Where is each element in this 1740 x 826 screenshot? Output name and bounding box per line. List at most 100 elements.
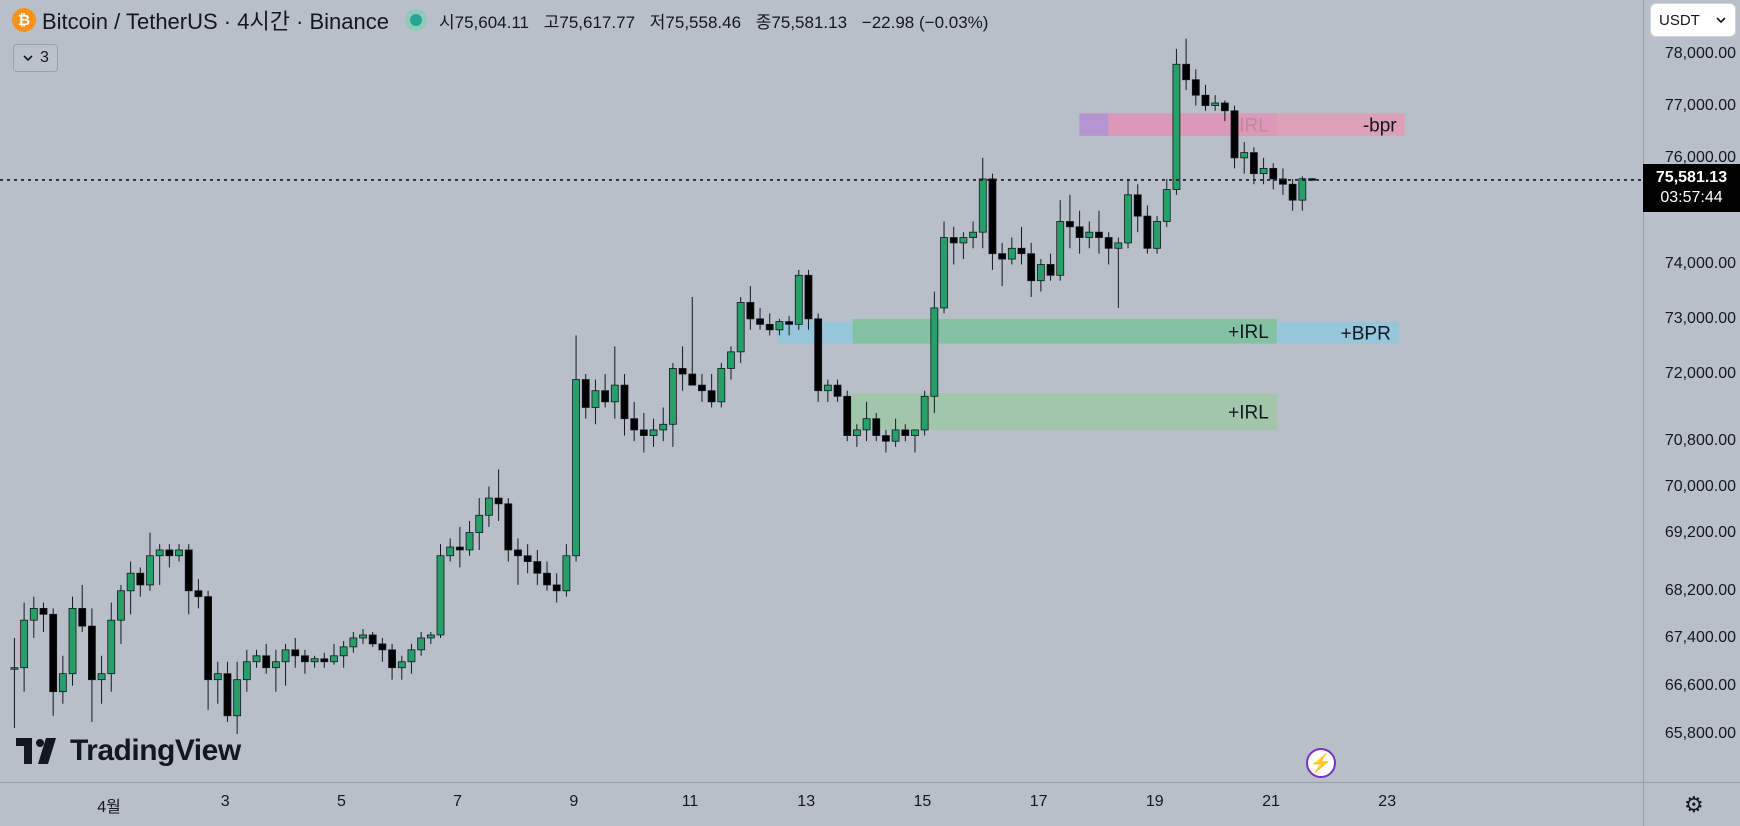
open-label: 시 xyxy=(439,12,455,32)
candle-body xyxy=(736,302,745,353)
chart-svg[interactable]: -IRL-bpr+BPR+IRL+IRL xyxy=(0,0,1643,782)
candle-body xyxy=(88,625,96,681)
candle-body xyxy=(281,649,290,663)
candle-body xyxy=(1085,231,1094,238)
price-tick-label: 78,000.00 xyxy=(1664,45,1736,62)
settings-icon[interactable]: ⚙ xyxy=(1684,792,1704,817)
price-tick-label: 70,000.00 xyxy=(1664,477,1736,495)
zone-label: +IRL xyxy=(1228,322,1269,343)
candle-body xyxy=(669,368,677,425)
price-axis[interactable]: 78,000.00 77,000.00 76,000.00 74,000.00 73,0… xyxy=(1643,0,1740,782)
candle-body xyxy=(1104,237,1113,249)
candle-body xyxy=(204,596,213,681)
candle-body xyxy=(397,661,406,669)
candle-body xyxy=(407,649,416,663)
candle-body xyxy=(785,321,793,325)
candle-body xyxy=(688,373,697,386)
candle-body xyxy=(252,655,261,663)
candle-body xyxy=(804,274,813,320)
candle-body xyxy=(649,429,658,436)
candle-body xyxy=(572,379,580,557)
candle-body xyxy=(465,532,474,551)
time-tick-label: 23 xyxy=(1378,793,1397,810)
candle-body xyxy=(436,555,445,636)
candle-body xyxy=(901,429,910,436)
candle-body xyxy=(852,429,861,436)
high-value: 75,617.77 xyxy=(559,12,636,32)
time-tick-label: 9 xyxy=(569,793,579,810)
candle-body xyxy=(20,619,29,669)
market-status-icon[interactable] xyxy=(405,9,427,31)
time-tick-label: 13 xyxy=(797,793,816,810)
candle-body xyxy=(765,323,774,331)
symbol-header: ₿ Bitcoin / TetherUS · 4시간 · Binance 시75… xyxy=(12,6,988,34)
lightning-icon[interactable]: ⚡ xyxy=(1306,748,1336,778)
candle-body xyxy=(698,384,706,392)
candle-body xyxy=(1114,242,1123,249)
candle-body xyxy=(126,572,135,592)
candle-body xyxy=(911,429,919,436)
candle-body xyxy=(368,634,377,645)
candle-body xyxy=(97,673,106,681)
indicators-toggle-button[interactable]: 3 xyxy=(13,44,58,72)
candle-body xyxy=(1027,253,1036,282)
candle-body xyxy=(349,637,358,648)
bar-countdown: 03:57:44 xyxy=(1660,188,1723,206)
candle-body xyxy=(1250,152,1258,175)
candle-body xyxy=(242,661,251,681)
candle-body xyxy=(794,274,803,325)
currency-select[interactable]: USDT xyxy=(1650,3,1736,37)
last-price-value: 75,581.13 xyxy=(1655,168,1728,186)
candle-body xyxy=(581,379,590,408)
time-tick-label: 7 xyxy=(453,793,463,810)
candle-body xyxy=(359,634,367,639)
open-value: 75,604.11 xyxy=(454,12,530,32)
candle-body xyxy=(756,318,764,325)
symbol-title[interactable]: Bitcoin / TetherUS · 4시간 · Binance xyxy=(42,9,389,34)
time-tick-label: 19 xyxy=(1145,793,1164,810)
candle-body xyxy=(223,673,232,717)
high-label: 고 xyxy=(543,12,560,32)
change-value: −22.98 (−0.03%) xyxy=(861,12,989,32)
low-label: 저 xyxy=(649,12,666,32)
candle-body xyxy=(862,418,871,431)
candle-body xyxy=(552,584,561,592)
candle-body xyxy=(233,679,242,717)
price-tick-label: 77,000.00 xyxy=(1664,96,1736,114)
candle-body xyxy=(194,590,203,598)
candle-body xyxy=(1095,231,1103,238)
time-tick-label: 17 xyxy=(1029,793,1048,810)
close-label: 종 xyxy=(755,12,772,32)
candle-body xyxy=(475,514,484,533)
last-price-label: 75,581.13 03:57:44 xyxy=(1643,163,1740,212)
chart-pane[interactable]: -IRL-bpr+BPR+IRL+IRL xyxy=(0,0,1643,782)
candle-body xyxy=(485,497,493,516)
candle-body xyxy=(165,549,174,557)
candle-body xyxy=(940,237,948,309)
low-value: 75,558.46 xyxy=(665,12,742,32)
ohlc-values: 시75,604.11 고75,617.77 저75,558.46 종75,581… xyxy=(439,8,988,33)
candle-body xyxy=(310,658,319,663)
candle-body xyxy=(1036,264,1045,282)
candle-body xyxy=(630,418,639,431)
price-tick-label: 76,000.00 xyxy=(1664,148,1736,166)
candle-body xyxy=(78,608,87,627)
candle-body xyxy=(1172,63,1181,190)
candle-body xyxy=(1211,102,1220,106)
tradingview-logo[interactable]: TradingView xyxy=(16,734,241,768)
candle-body xyxy=(969,231,977,238)
time-axis[interactable]: 4월 3 5 7 9 11 13 15 17 19 21 23 xyxy=(0,782,1643,826)
time-tick-label: 3 xyxy=(220,793,230,810)
candle-body xyxy=(378,643,387,651)
candle-body xyxy=(533,561,542,574)
time-tick-label: 21 xyxy=(1262,793,1280,810)
candle-body xyxy=(10,667,19,670)
candle-body xyxy=(746,302,755,320)
candle-body xyxy=(620,384,629,420)
price-tick-label: 65,800.00 xyxy=(1664,725,1736,742)
candle-body xyxy=(833,384,842,397)
candle-body xyxy=(1046,264,1055,276)
zone-label: -bpr xyxy=(1363,116,1397,137)
candle-body xyxy=(136,572,145,586)
candle-body xyxy=(959,237,968,244)
